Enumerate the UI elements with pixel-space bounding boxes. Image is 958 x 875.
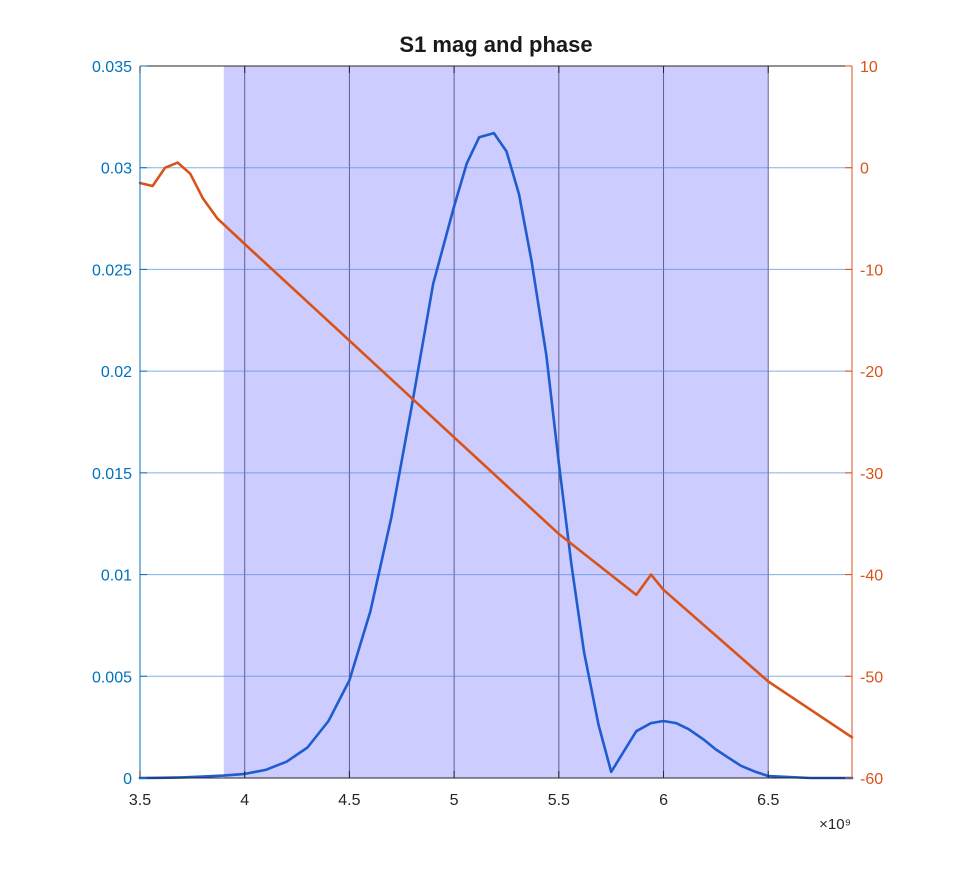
left-tick-label: 0.035 [92,59,132,76]
left-tick-label: 0.01 [101,568,132,585]
phase-series-line [138,161,854,739]
chart-title: S1 mag and phase [399,32,592,57]
left-tick-label: 0.02 [101,364,132,381]
shaded-band-layer [223,66,769,778]
x-axis-exponent: ×10⁹ [819,816,851,833]
magnitude-series-line [138,131,854,780]
x-tick-label: 4.5 [338,792,360,809]
right-tick-label: -30 [860,466,883,483]
right-tick-label: -20 [860,364,883,381]
left-tick-label: 0.015 [92,466,132,483]
x-tick-label: 6.5 [757,792,779,809]
left-tick-label: 0.03 [101,161,132,178]
left-tick-label: 0.005 [92,669,132,686]
x-tick-label: 3.5 [129,792,151,809]
series-layer [138,131,854,780]
right-tick-label: -40 [860,568,883,585]
x-tick-label: 6 [659,792,668,809]
right-tick-label: 10 [860,59,878,76]
right-tick-label: -60 [860,771,883,788]
axes-layer [139,65,853,779]
x-tick-label: 5.5 [548,792,570,809]
shaded-band [223,66,769,778]
x-tick-label: 5 [450,792,459,809]
left-tick-label: 0 [123,771,132,788]
right-tick-label: 0 [860,161,869,178]
right-tick-label: -10 [860,262,883,279]
right-tick-label: -50 [860,669,883,686]
grid-layer [140,66,852,778]
label-layer: 3.5 4 4.5 5 5.5 6 6.5 0 0.005 0.01 0.015 0.02 0.025 0… [92,59,883,809]
left-tick-label: 0.025 [92,262,132,279]
x-tick-label: 4 [240,792,249,809]
